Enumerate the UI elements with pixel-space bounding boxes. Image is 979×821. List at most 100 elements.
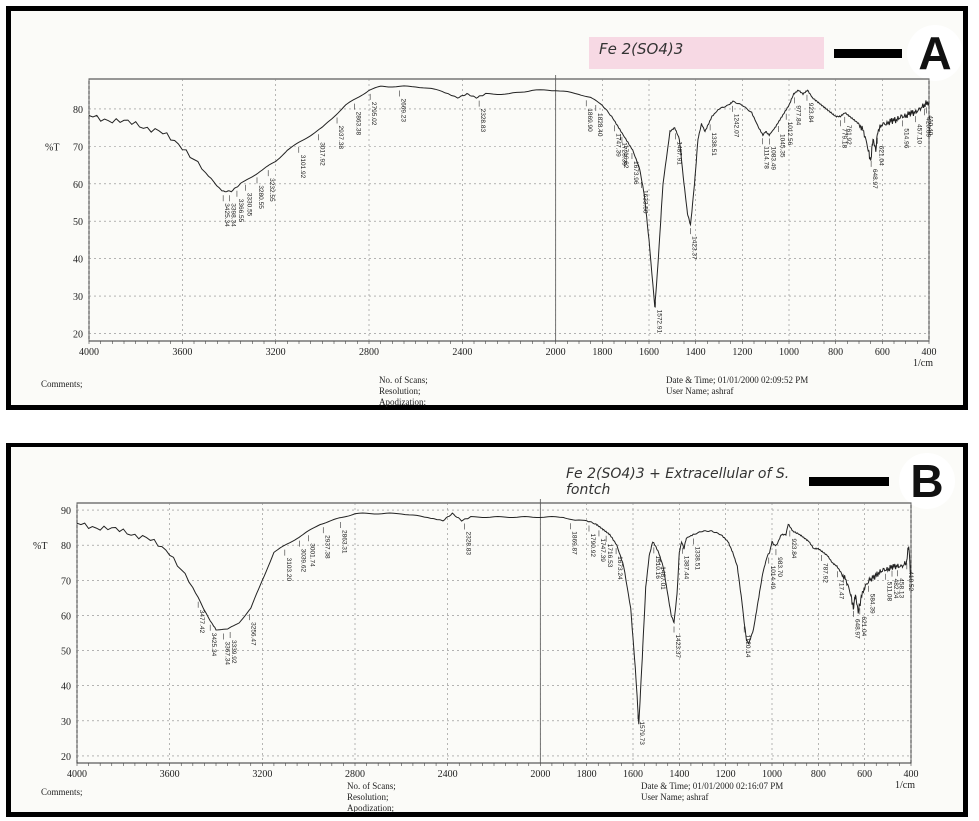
y-tick-label: 40	[61, 682, 71, 693]
peak-label: 1510.16	[654, 555, 661, 579]
peak-label: 2937.38	[337, 126, 344, 150]
y-tick-label: 20	[61, 752, 71, 763]
y-tick-label: 90	[61, 506, 71, 517]
peak-label: 621.04	[860, 616, 867, 636]
y-tick-label: 30	[61, 717, 71, 728]
peak-label: 511.08	[885, 582, 892, 602]
peak-label: 1338.51	[710, 132, 717, 156]
footer-scans-a: No. of Scans;	[379, 375, 428, 385]
peak-label: 2328.83	[464, 532, 471, 556]
peak-label: 787.92	[821, 563, 828, 583]
peak-label: 3232.55	[268, 178, 275, 202]
x-tick-label: 1800	[592, 347, 612, 358]
peak-label: 1828.40	[596, 113, 603, 137]
peak-label: 648.97	[871, 169, 878, 189]
x-tick-label: 2800	[345, 769, 365, 780]
peak-label: 923.84	[807, 103, 814, 123]
x-tick-label: 1600	[623, 769, 643, 780]
peak-label: 3256.47	[249, 622, 256, 646]
peak-label: 514.96	[902, 128, 909, 148]
x-tick-label: 1000	[762, 769, 782, 780]
x-tick-label: 2400	[438, 769, 458, 780]
ir-spectrum-chart-a: 20 30 40 50 60 70 80 %T 4000 3600 3200 2800 2400 2000…	[45, 75, 937, 369]
x-axis-label: 1/cm	[913, 358, 933, 369]
peak-label: 3339.92	[230, 640, 237, 664]
peak-label: 3039.62	[300, 549, 307, 573]
peak-label: 1747.39	[615, 133, 622, 157]
y-tick-label: 50	[61, 647, 71, 658]
x-tick-label: 400	[904, 769, 919, 780]
panel-a: Fe 2(SO4)3 A 20 30 40 50 60 70 80 %T 4000 3600 320…	[6, 6, 968, 410]
peak-label: 1673.96	[632, 161, 639, 185]
footer-scans-b: No. of Scans;	[347, 781, 396, 791]
peak-label: 457.10	[916, 124, 923, 144]
peak-label: 1423.37	[674, 634, 681, 658]
x-tick-label: 2000	[546, 347, 566, 358]
peak-label: 717.47	[838, 579, 845, 599]
y-tick-label: 70	[61, 576, 71, 587]
x-tick-label: 3600	[160, 769, 180, 780]
peak-label: 3477.42	[198, 610, 205, 634]
peak-label: 1045.35	[779, 134, 786, 158]
footer-resolution-a: Resolution;	[379, 386, 421, 396]
y-tick-label: 80	[61, 541, 71, 552]
peak-label: 2328.83	[479, 109, 486, 133]
peak-label: 2669.23	[400, 98, 407, 122]
peak-label: 983.70	[776, 557, 783, 577]
footer-apodization-a: Apodization;	[379, 397, 426, 407]
peak-label: 761.92	[845, 125, 852, 145]
peak-label: 418.52	[907, 571, 914, 591]
y-tick-label: 20	[73, 330, 83, 341]
peak-label: 1387.44	[682, 556, 689, 580]
handwritten-label-a: Fe 2(SO4)3	[589, 37, 824, 69]
x-tick-label: 1200	[732, 347, 752, 358]
peak-label: 1869.90	[586, 108, 593, 132]
x-tick-label: 3200	[266, 347, 286, 358]
peak-label: 1487.91	[675, 141, 682, 165]
ir-spectrum-chart-b: 20 30 40 50 60 70 80 90 %T 4000 3600 3200 2800 2400 20…	[33, 499, 919, 791]
peak-label: 1716.62	[622, 145, 629, 169]
y-axis-label: %T	[33, 541, 47, 552]
footer-user-b: User Name; ashraf	[641, 792, 709, 802]
peak-label: 1673.24	[616, 556, 623, 580]
y-tick-label: 60	[73, 180, 83, 191]
spectrum-line-a	[88, 85, 930, 308]
panel-b: Fe 2(SO4)3 + Extracellular of S. fontch …	[6, 443, 968, 817]
plot-frame-a	[88, 78, 930, 342]
x-tick-label: 600	[875, 347, 890, 358]
peak-label: 1633.50	[641, 190, 648, 214]
panel-label-b: B	[899, 453, 955, 509]
x-tick-label: 4000	[79, 347, 99, 358]
handwritten-label-b: Fe 2(SO4)3 + Extracellular of S. fontch	[566, 466, 790, 498]
peak-label: 977.84	[794, 105, 801, 125]
spectrum-line-b	[76, 512, 912, 725]
footer-datetime-a: Date & Time; 01/01/2000 02:09:52 PM	[666, 375, 809, 385]
peak-label: 420.89	[924, 117, 931, 137]
x-tick-label: 2000	[530, 769, 550, 780]
footer-datetime-b: Date & Time; 01/01/2000 02:16:07 PM	[641, 781, 784, 791]
peak-label: 3425.34	[223, 203, 230, 227]
peak-label: 1572.91	[656, 310, 663, 334]
peak-label: 1014.49	[769, 566, 776, 590]
y-tick-label: 40	[73, 255, 83, 266]
y-tick-label: 70	[73, 142, 83, 153]
peak-label: 1120.14	[744, 634, 751, 657]
peak-label: 1723.39	[620, 142, 627, 166]
x-tick-label: 4000	[67, 769, 87, 780]
peak-label: 1579.73	[638, 721, 645, 745]
x-tick-label: 1400	[669, 769, 689, 780]
peak-label: 3103.20	[285, 558, 292, 582]
panel-label-a: A	[907, 25, 963, 81]
x-tick-label: 400	[922, 347, 937, 358]
peak-label: 1869.87	[571, 531, 578, 555]
peak-label: 3280.55	[257, 185, 264, 209]
x-tick-label: 2800	[359, 347, 379, 358]
x-tick-label: 1800	[577, 769, 597, 780]
peak-label: 482.24	[892, 579, 899, 599]
x-tick-label: 1400	[686, 347, 706, 358]
peak-label: 1747.39	[599, 538, 606, 562]
x-tick-label: 800	[828, 347, 843, 358]
footer-user-a: User Name; ashraf	[666, 386, 734, 396]
label-bar-b	[809, 477, 889, 486]
peak-label: 584.39	[868, 594, 875, 614]
